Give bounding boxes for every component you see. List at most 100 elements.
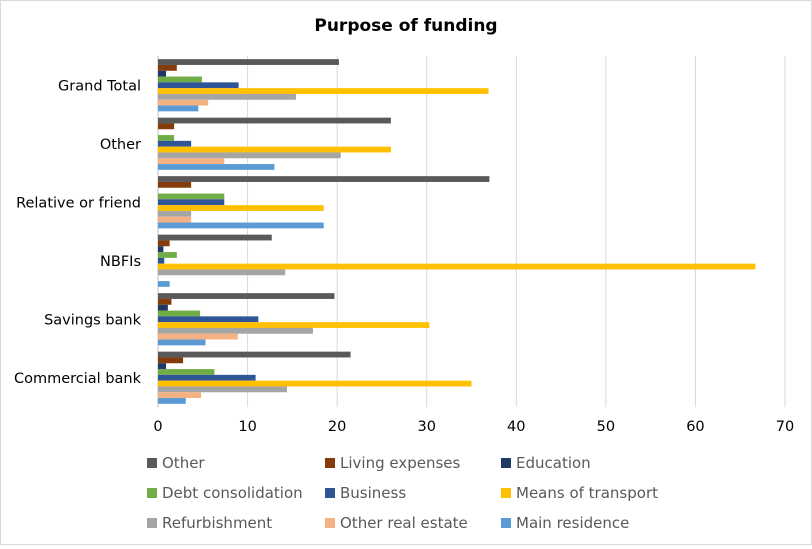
x-tick-label: 10	[238, 419, 256, 435]
legend-swatch	[147, 488, 157, 498]
legend-item: Debt consolidation	[147, 484, 303, 502]
bar	[158, 380, 472, 387]
bar	[158, 234, 272, 241]
bar	[158, 374, 256, 381]
bar	[158, 164, 275, 170]
bar	[158, 246, 164, 253]
bar	[158, 176, 490, 182]
bar	[158, 322, 430, 328]
bar	[158, 327, 313, 334]
bar	[158, 339, 206, 346]
bar	[158, 88, 489, 94]
x-tick-label: 40	[507, 419, 525, 435]
bar	[158, 222, 324, 229]
legend-label: Debt consolidation	[162, 484, 303, 502]
legend-label: Education	[516, 454, 591, 472]
bar	[158, 304, 168, 311]
bar	[158, 392, 201, 399]
bar	[158, 298, 172, 305]
bar	[158, 140, 192, 147]
category-label: Relative or friend	[16, 195, 141, 211]
x-tick-label: 70	[776, 419, 794, 435]
x-tick-label: 30	[417, 419, 435, 435]
bar	[158, 135, 175, 141]
bar	[158, 281, 170, 287]
bar	[158, 257, 165, 264]
category-labels: Grand Total Other Relative or friend NBFIs S…	[14, 78, 142, 387]
bar	[158, 181, 192, 188]
bar	[158, 240, 170, 247]
bar	[158, 82, 239, 89]
legend-label: Refurbishment	[162, 514, 272, 532]
bar	[158, 263, 756, 270]
bar	[158, 363, 167, 370]
legend-swatch	[501, 458, 511, 468]
x-tick-label: 50	[597, 419, 615, 435]
bar	[158, 269, 286, 276]
legend-label: Business	[340, 484, 406, 502]
legend: Other Living expenses Education Debt consol…	[147, 454, 658, 532]
legend-label: Main residence	[516, 514, 629, 532]
bar	[158, 199, 225, 206]
bars	[158, 59, 756, 404]
legend-swatch	[325, 458, 335, 468]
bar	[158, 351, 351, 358]
bar	[158, 76, 202, 83]
x-tick-label: 20	[328, 419, 346, 435]
bar	[158, 59, 339, 65]
bar	[158, 316, 259, 323]
legend-label: Means of transport	[516, 484, 658, 502]
legend-label: Other real estate	[340, 514, 468, 532]
bar	[158, 64, 177, 71]
bar	[158, 210, 192, 217]
legend-item: Main residence	[501, 514, 629, 532]
bar	[158, 152, 341, 159]
bar	[158, 398, 186, 404]
bar	[158, 357, 184, 364]
category-label: Commercial bank	[14, 371, 142, 387]
legend-swatch	[325, 518, 335, 528]
x-tick-label: 0	[153, 419, 162, 435]
x-tick-label: 60	[686, 419, 704, 435]
bar	[158, 146, 391, 153]
bar	[158, 293, 335, 299]
bar	[158, 123, 175, 130]
legend-swatch	[147, 458, 157, 468]
legend-swatch	[501, 518, 511, 528]
legend-item: Business	[325, 484, 406, 502]
legend-label: Other	[162, 454, 205, 472]
legend-item: Living expenses	[325, 454, 461, 472]
bar	[158, 99, 209, 106]
legend-label: Living expenses	[340, 454, 461, 472]
bar	[158, 193, 225, 200]
bar	[158, 310, 201, 317]
gridlines	[157, 56, 786, 407]
bar	[158, 252, 177, 258]
bar	[158, 93, 296, 100]
bar	[158, 333, 238, 340]
category-label: Grand Total	[58, 78, 141, 94]
bar	[158, 216, 192, 223]
legend-swatch	[147, 518, 157, 528]
legend-swatch	[501, 488, 511, 498]
bar	[158, 105, 199, 112]
legend-item: Education	[501, 454, 591, 472]
bar	[158, 205, 324, 211]
x-tick-labels: 0 10 20 30 40 50 60 70	[153, 419, 794, 435]
bar	[158, 158, 225, 165]
category-label: Other	[100, 137, 141, 153]
category-label: NBFIs	[100, 254, 141, 270]
bar	[158, 386, 287, 393]
legend-item: Other real estate	[325, 514, 468, 532]
bar	[158, 369, 215, 375]
legend-swatch	[325, 488, 335, 498]
bar	[158, 117, 391, 124]
legend-item: Other	[147, 454, 205, 472]
category-label: Savings bank	[44, 312, 142, 328]
bar	[158, 70, 167, 77]
legend-item: Refurbishment	[147, 514, 272, 532]
legend-item: Means of transport	[501, 484, 658, 502]
chart-title: Purpose of funding	[314, 16, 497, 36]
